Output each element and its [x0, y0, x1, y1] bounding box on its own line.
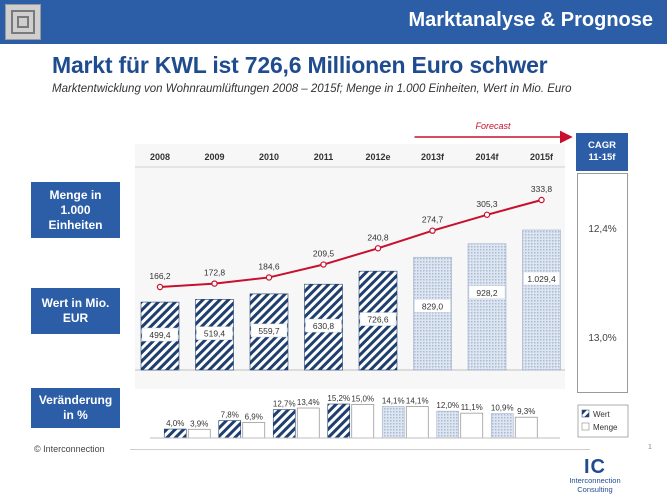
- logo-icon: [5, 4, 41, 40]
- wert-data-label: 726,6: [367, 315, 389, 325]
- change-wert-bar: [381, 406, 405, 439]
- wert-bar: [467, 243, 507, 371]
- wert-bar: [413, 256, 452, 371]
- header-title: Marktanalyse & Prognose: [408, 9, 653, 31]
- change-wert-label: 12,7%: [273, 400, 296, 409]
- change-menge-label: 14,1%: [406, 396, 429, 405]
- menge-data-label: 240,8: [367, 232, 389, 242]
- menge-point: [156, 283, 164, 291]
- change-menge-label: 13,4%: [297, 398, 320, 407]
- change-menge-bar: [296, 407, 320, 439]
- year-label: 2014f: [475, 152, 499, 162]
- menge-point: [429, 227, 436, 234]
- wert-label-box: [305, 318, 342, 333]
- menge-data-label: 333,8: [531, 184, 553, 194]
- footer-divider: [130, 449, 590, 450]
- header-bar: Marktanalyse & Prognose: [0, 0, 667, 44]
- wert-data-label: 630,8: [313, 321, 335, 331]
- menge-data-label: 166,2: [149, 271, 171, 281]
- year-label: 2010: [259, 152, 279, 162]
- year-label: 2015f: [530, 152, 554, 162]
- change-menge-bar: [242, 422, 266, 439]
- change-wert-bar: [327, 403, 351, 439]
- change-menge-label: 11,1%: [461, 403, 483, 412]
- change-wert-label: 14,1%: [382, 396, 405, 405]
- wert-data-label: 1.029,4: [527, 274, 556, 284]
- wert-bar: [522, 229, 561, 371]
- page-subtitle: Marktentwicklung von Wohnraumlüftungen 2…: [52, 83, 572, 95]
- row-label-wert: Wert in Mio. EUR: [31, 288, 120, 334]
- legend-menge-label: Menge: [593, 423, 618, 432]
- menge-point: [538, 196, 545, 204]
- change-wert-bar: [163, 428, 187, 439]
- menge-point: [374, 245, 382, 252]
- change-wert-bar: [272, 409, 296, 439]
- change-wert-label: 10,9%: [491, 404, 514, 413]
- wert-data-label: 559,7: [258, 326, 280, 336]
- change-menge-bar: [351, 404, 375, 439]
- change-wert-label: 12,0%: [436, 401, 459, 410]
- year-label: 2012e: [365, 152, 390, 162]
- change-wert-bar: [436, 410, 460, 439]
- legend-wert-label: Wert: [593, 410, 611, 419]
- page-headline: Markt für KWL ist 726,6 Millionen Euro s…: [52, 52, 548, 78]
- logo-line1: Interconnection: [569, 476, 621, 485]
- menge-point: [483, 211, 491, 218]
- year-label: 2011: [314, 152, 334, 162]
- change-menge-bar: [187, 428, 211, 439]
- wert-label-box: [196, 326, 233, 340]
- menge-data-label: 305,3: [476, 199, 498, 209]
- wert-label-box: [250, 323, 288, 338]
- change-wert-label: 4,0%: [166, 419, 184, 428]
- year-label: 2008: [150, 152, 170, 162]
- legend-menge-swatch: [581, 422, 590, 431]
- logo-line2: Consulting: [577, 485, 613, 494]
- wert-label-box: [141, 327, 179, 342]
- change-wert-label: 15,2%: [327, 394, 350, 403]
- cagr-box: [577, 173, 628, 393]
- change-menge-label: 9,3%: [517, 407, 535, 416]
- legend-wert-swatch: [581, 409, 590, 418]
- wert-data-label: 928,2: [476, 288, 498, 298]
- wert-label-box: [414, 299, 451, 313]
- interconnection-logo: IC Interconnection Consulting: [565, 456, 625, 494]
- wert-label-box: [523, 271, 560, 286]
- change-menge-bar: [405, 406, 429, 439]
- cagr-menge-value: 12,4%: [588, 224, 617, 235]
- change-menge-label: 3,9%: [190, 419, 208, 428]
- menge-point: [320, 261, 327, 268]
- menge-data-label: 184,6: [258, 261, 280, 271]
- wert-data-label: 519,4: [204, 329, 226, 339]
- menge-line: [159, 199, 542, 288]
- cagr-wert-value: 13,0%: [588, 333, 617, 344]
- change-menge-label: 15,0%: [351, 394, 374, 403]
- menge-point: [265, 274, 273, 281]
- change-wert-bar: [490, 413, 514, 439]
- logo-mark: IC: [584, 456, 606, 478]
- menge-data-label: 172,8: [204, 268, 226, 278]
- change-wert-bar: [218, 420, 242, 439]
- change-wert-label: 7,8%: [221, 411, 239, 420]
- footer-copyright: © Interconnection: [34, 444, 105, 454]
- year-label: 2009: [204, 152, 224, 162]
- row-label-menge: Menge in 1.000 Einheiten: [31, 182, 120, 238]
- menge-point: [211, 280, 218, 287]
- wert-data-label: 499,4: [149, 330, 171, 340]
- row-label-veraenderung: Veränderung in %: [31, 388, 120, 428]
- menge-data-label: 209,5: [313, 249, 335, 259]
- change-menge-label: 6,9%: [245, 413, 263, 422]
- cagr-header: CAGR 11-15f: [576, 133, 628, 171]
- wert-label-box: [468, 285, 506, 300]
- wert-label-box: [359, 312, 397, 326]
- wert-data-label: 829,0: [422, 301, 444, 311]
- change-menge-bar: [460, 412, 484, 439]
- forecast-label: Forecast: [475, 121, 511, 131]
- year-label: 2013f: [421, 152, 445, 162]
- menge-data-label: 274,7: [422, 215, 444, 225]
- change-menge-bar: [514, 416, 538, 439]
- page-number: 1: [648, 444, 652, 451]
